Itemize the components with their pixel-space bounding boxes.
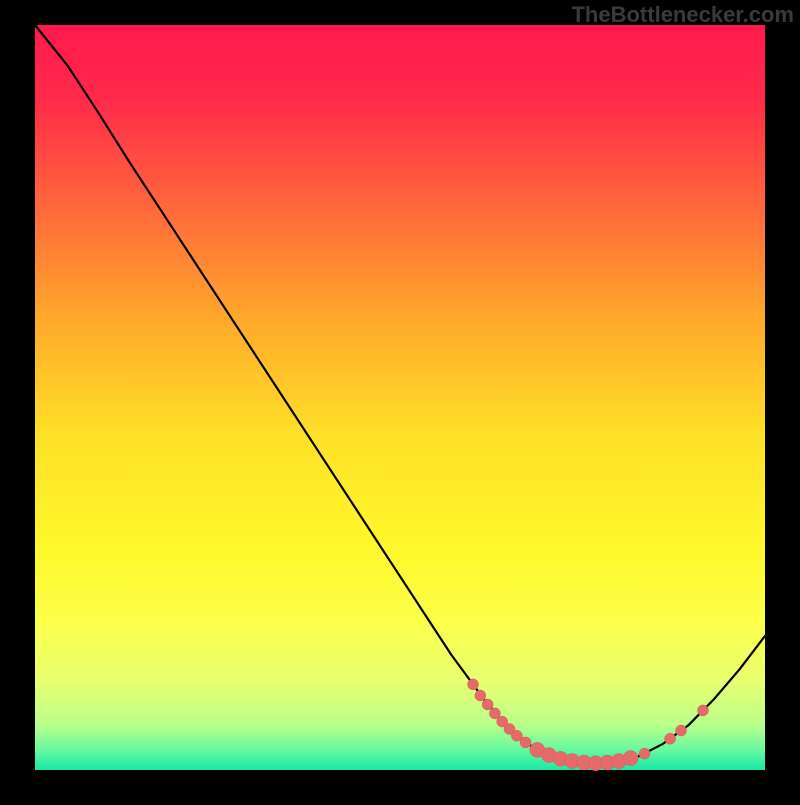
curve-marker bbox=[676, 725, 687, 736]
curve-marker bbox=[482, 699, 493, 710]
curve-marker bbox=[623, 751, 638, 766]
chart-svg bbox=[0, 0, 800, 800]
plot-background bbox=[35, 25, 765, 770]
curve-marker bbox=[639, 748, 650, 759]
curve-marker bbox=[665, 733, 676, 744]
curve-marker bbox=[468, 679, 479, 690]
curve-marker bbox=[697, 705, 708, 716]
attribution-text: TheBottlenecker.com bbox=[571, 2, 794, 28]
bottleneck-chart bbox=[0, 0, 800, 800]
curve-marker bbox=[475, 690, 486, 701]
curve-marker bbox=[520, 737, 531, 748]
